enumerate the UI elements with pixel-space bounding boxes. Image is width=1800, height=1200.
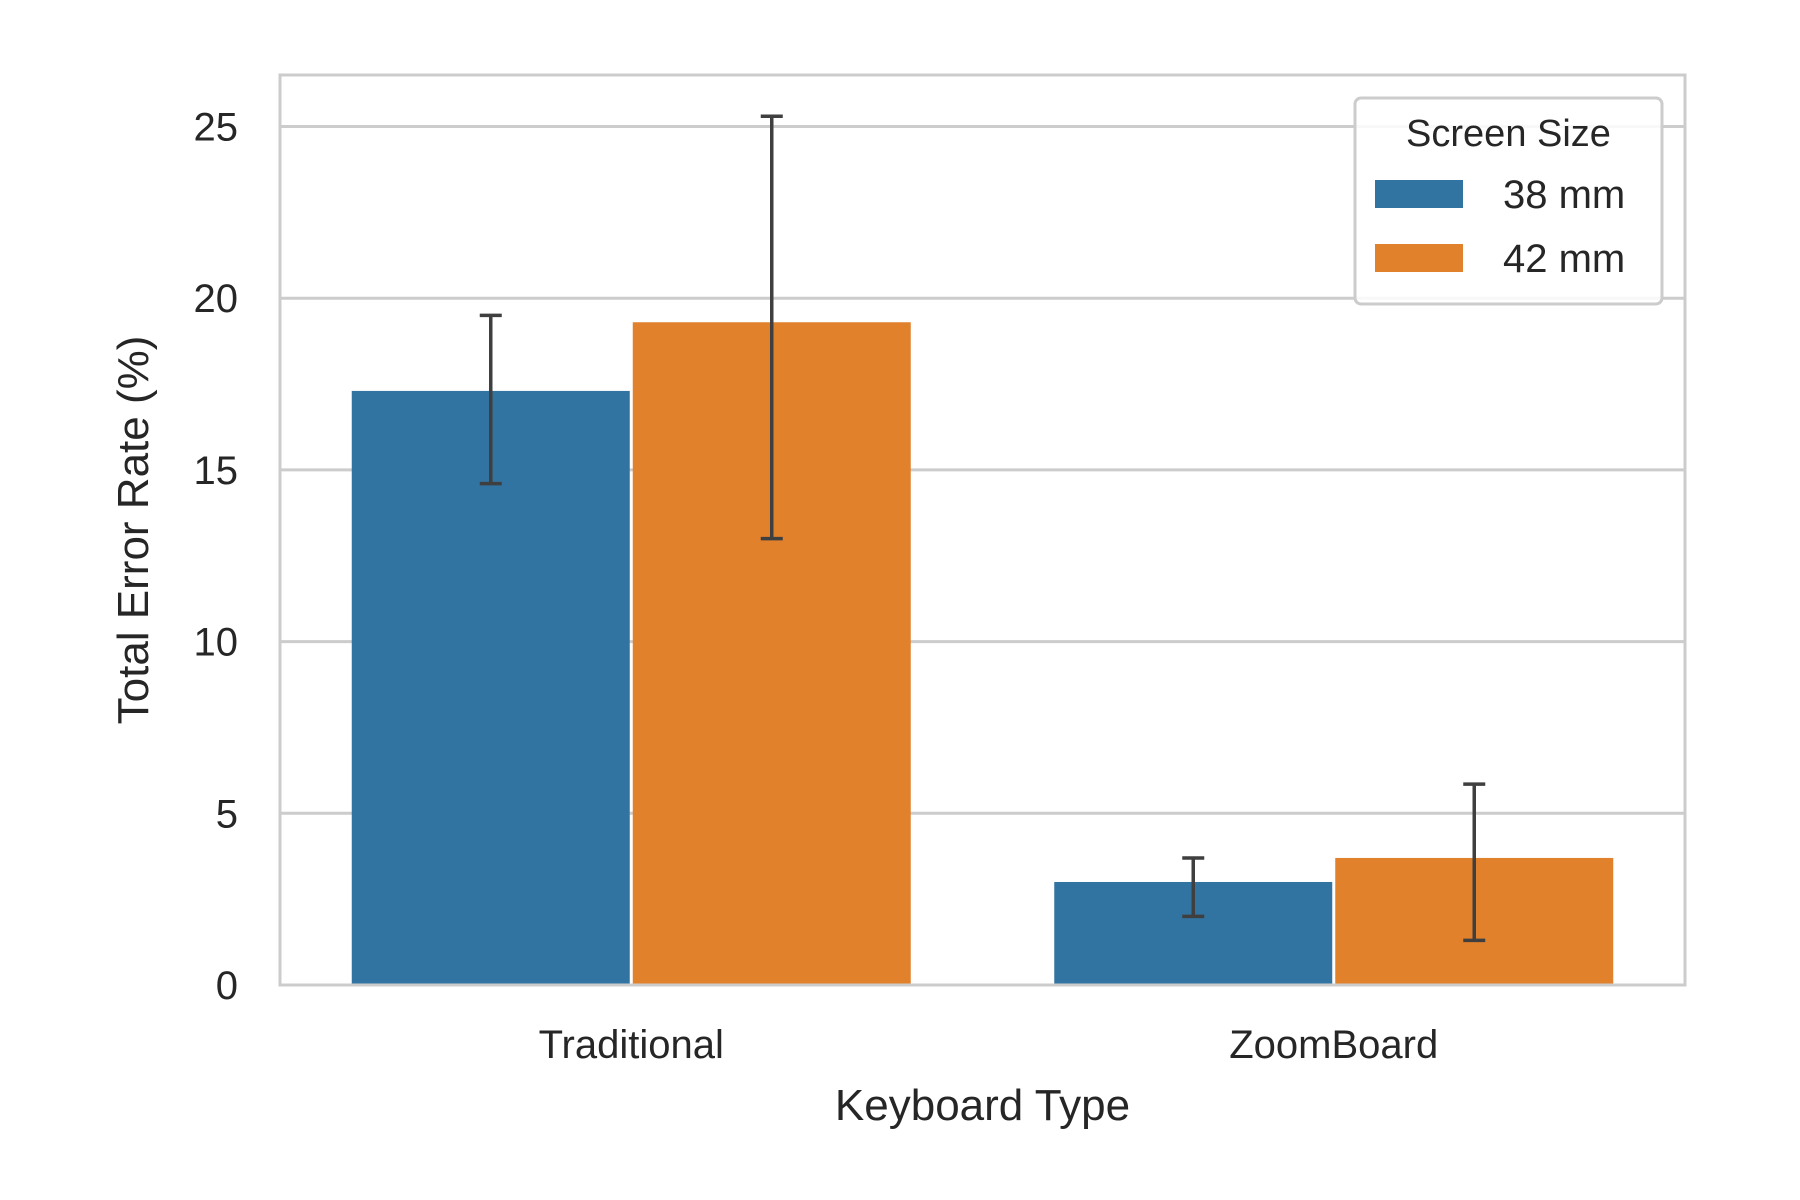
legend-title: Screen Size — [1406, 113, 1611, 155]
y-tick-label: 25 — [194, 106, 239, 150]
y-tick-labels: 0 5 10 15 20 25 — [194, 106, 239, 1008]
y-tick-label: 0 — [216, 964, 238, 1008]
y-axis-title: Total Error Rate (%) — [109, 336, 158, 725]
y-tick-label: 20 — [194, 277, 239, 321]
x-tick-label: Traditional — [539, 1023, 724, 1067]
legend: Screen Size 38 mm 42 mm — [1353, 96, 1664, 306]
legend-label: 38 mm — [1503, 173, 1625, 217]
legend-items: 38 mm 42 mm — [1375, 173, 1625, 281]
plot-frame — [278, 73, 1687, 987]
legend-label: 42 mm — [1503, 237, 1625, 281]
y-tick-label: 5 — [216, 792, 238, 836]
x-tick-label: ZoomBoard — [1229, 1023, 1438, 1067]
legend-swatch — [1375, 180, 1463, 208]
y-tick-label: 15 — [194, 449, 239, 493]
error-bars — [479, 114, 1486, 943]
x-axis-title: Keyboard Type — [835, 1081, 1130, 1130]
bar — [351, 390, 630, 985]
x-tick-labels: Traditional ZoomBoard — [539, 1023, 1439, 1067]
legend-swatch — [1375, 244, 1463, 272]
y-tick-label: 10 — [194, 621, 239, 665]
bars — [351, 322, 1614, 986]
